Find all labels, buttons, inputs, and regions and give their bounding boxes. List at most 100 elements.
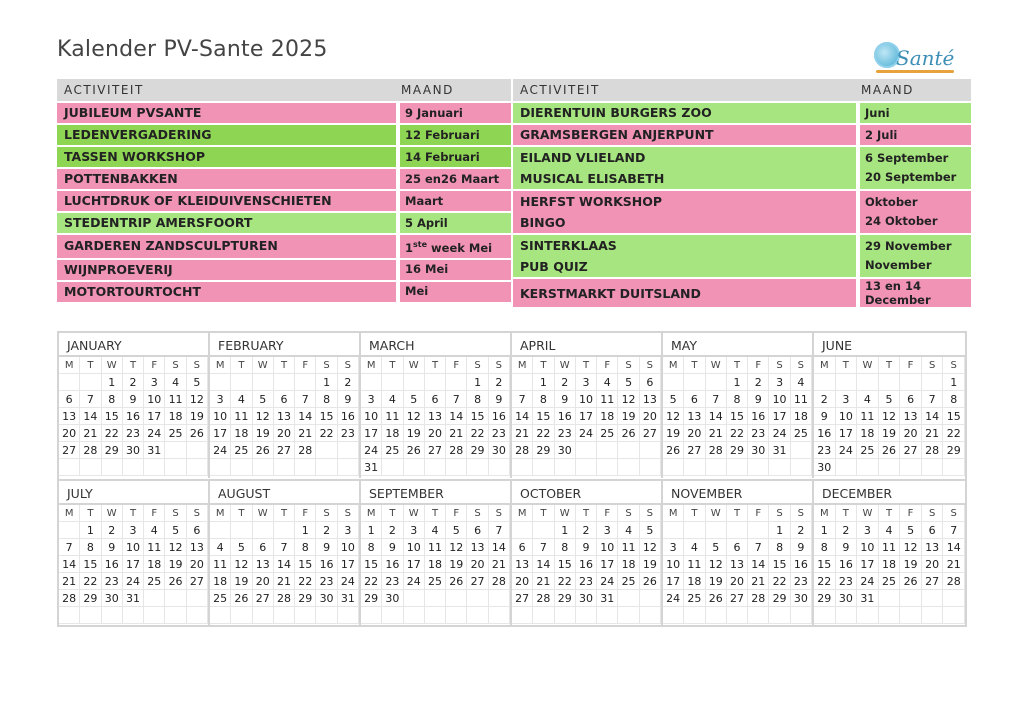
empty-cell <box>210 459 232 476</box>
month-cell: 29 November November <box>860 235 971 277</box>
activity-date: 14 Februari <box>405 149 480 164</box>
activity-date: 29 November <box>865 239 952 253</box>
day-cell: 5 <box>705 539 727 556</box>
empty-cell <box>424 590 447 607</box>
day-cell: 2 <box>337 374 359 391</box>
month-grid: M T W T F S S 1 2 3 4 5 6 7 8 9 10 11 12 13 14 15 16 17 18 19 20 21… <box>210 357 359 476</box>
empty-cell <box>900 459 922 476</box>
day-cell: 7 <box>295 391 317 408</box>
activity-name: WIJNPROEVERIJ <box>64 261 173 277</box>
month-december: DECEMBER M T W T F S S 1 2 3 4 5 6 7 8 9 10 11 12 13 14 15 16 17… <box>814 481 965 626</box>
day-cell: 16 <box>554 408 576 425</box>
day-cell: 5 <box>663 391 685 408</box>
day-cell: 27 <box>186 573 208 590</box>
weekday-header: S <box>488 505 510 522</box>
empty-cell <box>467 459 489 476</box>
activity-name: BINGO <box>520 215 566 230</box>
day-cell: 29 <box>814 590 836 607</box>
activity-cell: EILAND VLIELAND MUSICAL ELISABETH <box>513 147 856 189</box>
day-cell: 26 <box>446 573 468 590</box>
activity-date: Maart <box>405 193 444 208</box>
day-cell: 9 <box>382 539 404 556</box>
activity-name: TASSEN WORKSHOP <box>64 149 206 164</box>
empty-cell <box>231 374 253 391</box>
activity-cell: GARDEREN ZANDSCULPTUREN <box>57 235 396 258</box>
day-cell: 27 <box>900 442 922 459</box>
day-cell: 28 <box>59 590 81 607</box>
day-cell: 28 <box>446 442 468 459</box>
weekday-header: S <box>618 357 640 374</box>
day-cell: 5 <box>639 522 661 539</box>
day-cell: 12 <box>639 539 661 556</box>
empty-cell <box>273 522 296 539</box>
day-cell: 9 <box>554 391 576 408</box>
day-cell: 25 <box>165 425 187 442</box>
empty-cell <box>446 459 468 476</box>
activity-row: MOTORTOURTOCHT Mei <box>57 281 511 302</box>
day-cell: 8 <box>316 391 338 408</box>
empty-cell <box>210 522 232 539</box>
month-cell: Maart <box>400 191 511 211</box>
empty-cell <box>835 374 858 391</box>
day-cell: 28 <box>705 442 727 459</box>
empty-cell <box>618 459 640 476</box>
empty-cell <box>382 459 404 476</box>
day-cell: 15 <box>80 556 102 573</box>
day-cell: 21 <box>80 425 102 442</box>
day-cell: 20 <box>921 556 944 573</box>
day-cell: 14 <box>59 556 81 573</box>
activity-name: JUBILEUM PVSANTE <box>64 105 202 120</box>
empty-cell <box>748 522 770 539</box>
month-september: SEPTEMBER M T W T F S S 1 2 3 4 5 6 7 8 9 10 11 12 13 14 15 16 1… <box>361 481 512 626</box>
day-cell: 21 <box>488 556 510 573</box>
day-cell: 23 <box>101 573 123 590</box>
empty-cell <box>144 459 166 476</box>
day-cell: 7 <box>533 539 555 556</box>
empty-cell <box>337 607 359 624</box>
weekday-header: W <box>857 505 879 522</box>
empty-cell <box>337 442 359 459</box>
empty-cell <box>101 459 123 476</box>
weekday-header: T <box>575 505 598 522</box>
day-cell: 24 <box>361 442 383 459</box>
day-cell: 10 <box>337 539 359 556</box>
day-cell: 7 <box>488 522 510 539</box>
day-cell: 20 <box>726 573 749 590</box>
day-cell: 2 <box>748 374 770 391</box>
empty-cell <box>684 607 706 624</box>
day-cell: 4 <box>382 391 404 408</box>
day-cell: 1 <box>316 374 338 391</box>
day-cell: 21 <box>533 573 555 590</box>
weekday-header: T <box>533 505 555 522</box>
weekday-header: T <box>726 505 749 522</box>
day-cell: 11 <box>618 539 640 556</box>
day-cell: 7 <box>273 539 296 556</box>
activity-column-header: ACTIVITEIT <box>64 83 144 97</box>
day-cell: 23 <box>835 573 858 590</box>
day-cell: 15 <box>726 408 749 425</box>
day-cell: 10 <box>361 408 383 425</box>
activity-row: WIJNPROEVERIJ 16 Mei <box>57 259 511 280</box>
day-cell: 13 <box>921 539 944 556</box>
month-column-header: MAAND <box>861 83 914 97</box>
day-cell: 4 <box>790 374 812 391</box>
empty-cell <box>512 522 534 539</box>
day-cell: 8 <box>533 391 555 408</box>
day-cell: 28 <box>295 442 317 459</box>
day-cell: 4 <box>231 391 253 408</box>
day-cell: 12 <box>252 408 274 425</box>
day-cell: 22 <box>726 425 749 442</box>
weekday-header: T <box>122 357 145 374</box>
day-cell: 21 <box>748 573 770 590</box>
empty-cell <box>446 374 468 391</box>
activities-table-left: ACTIVITEIT MAAND JUBILEUM PVSANTE 9 Janua… <box>57 79 511 302</box>
day-cell: 18 <box>684 573 706 590</box>
activity-row: STEDENTRIP AMERSFOORT 5 April <box>57 213 511 233</box>
day-cell: 21 <box>921 425 944 442</box>
day-cell: 16 <box>382 556 404 573</box>
day-cell: 20 <box>59 425 81 442</box>
activity-name: LEDENVERGADERING <box>64 127 212 142</box>
activity-row: LUCHTDRUK OF KLEIDUIVENSCHIETEN Maart <box>57 191 511 211</box>
day-cell: 14 <box>488 539 510 556</box>
empty-cell <box>639 590 661 607</box>
